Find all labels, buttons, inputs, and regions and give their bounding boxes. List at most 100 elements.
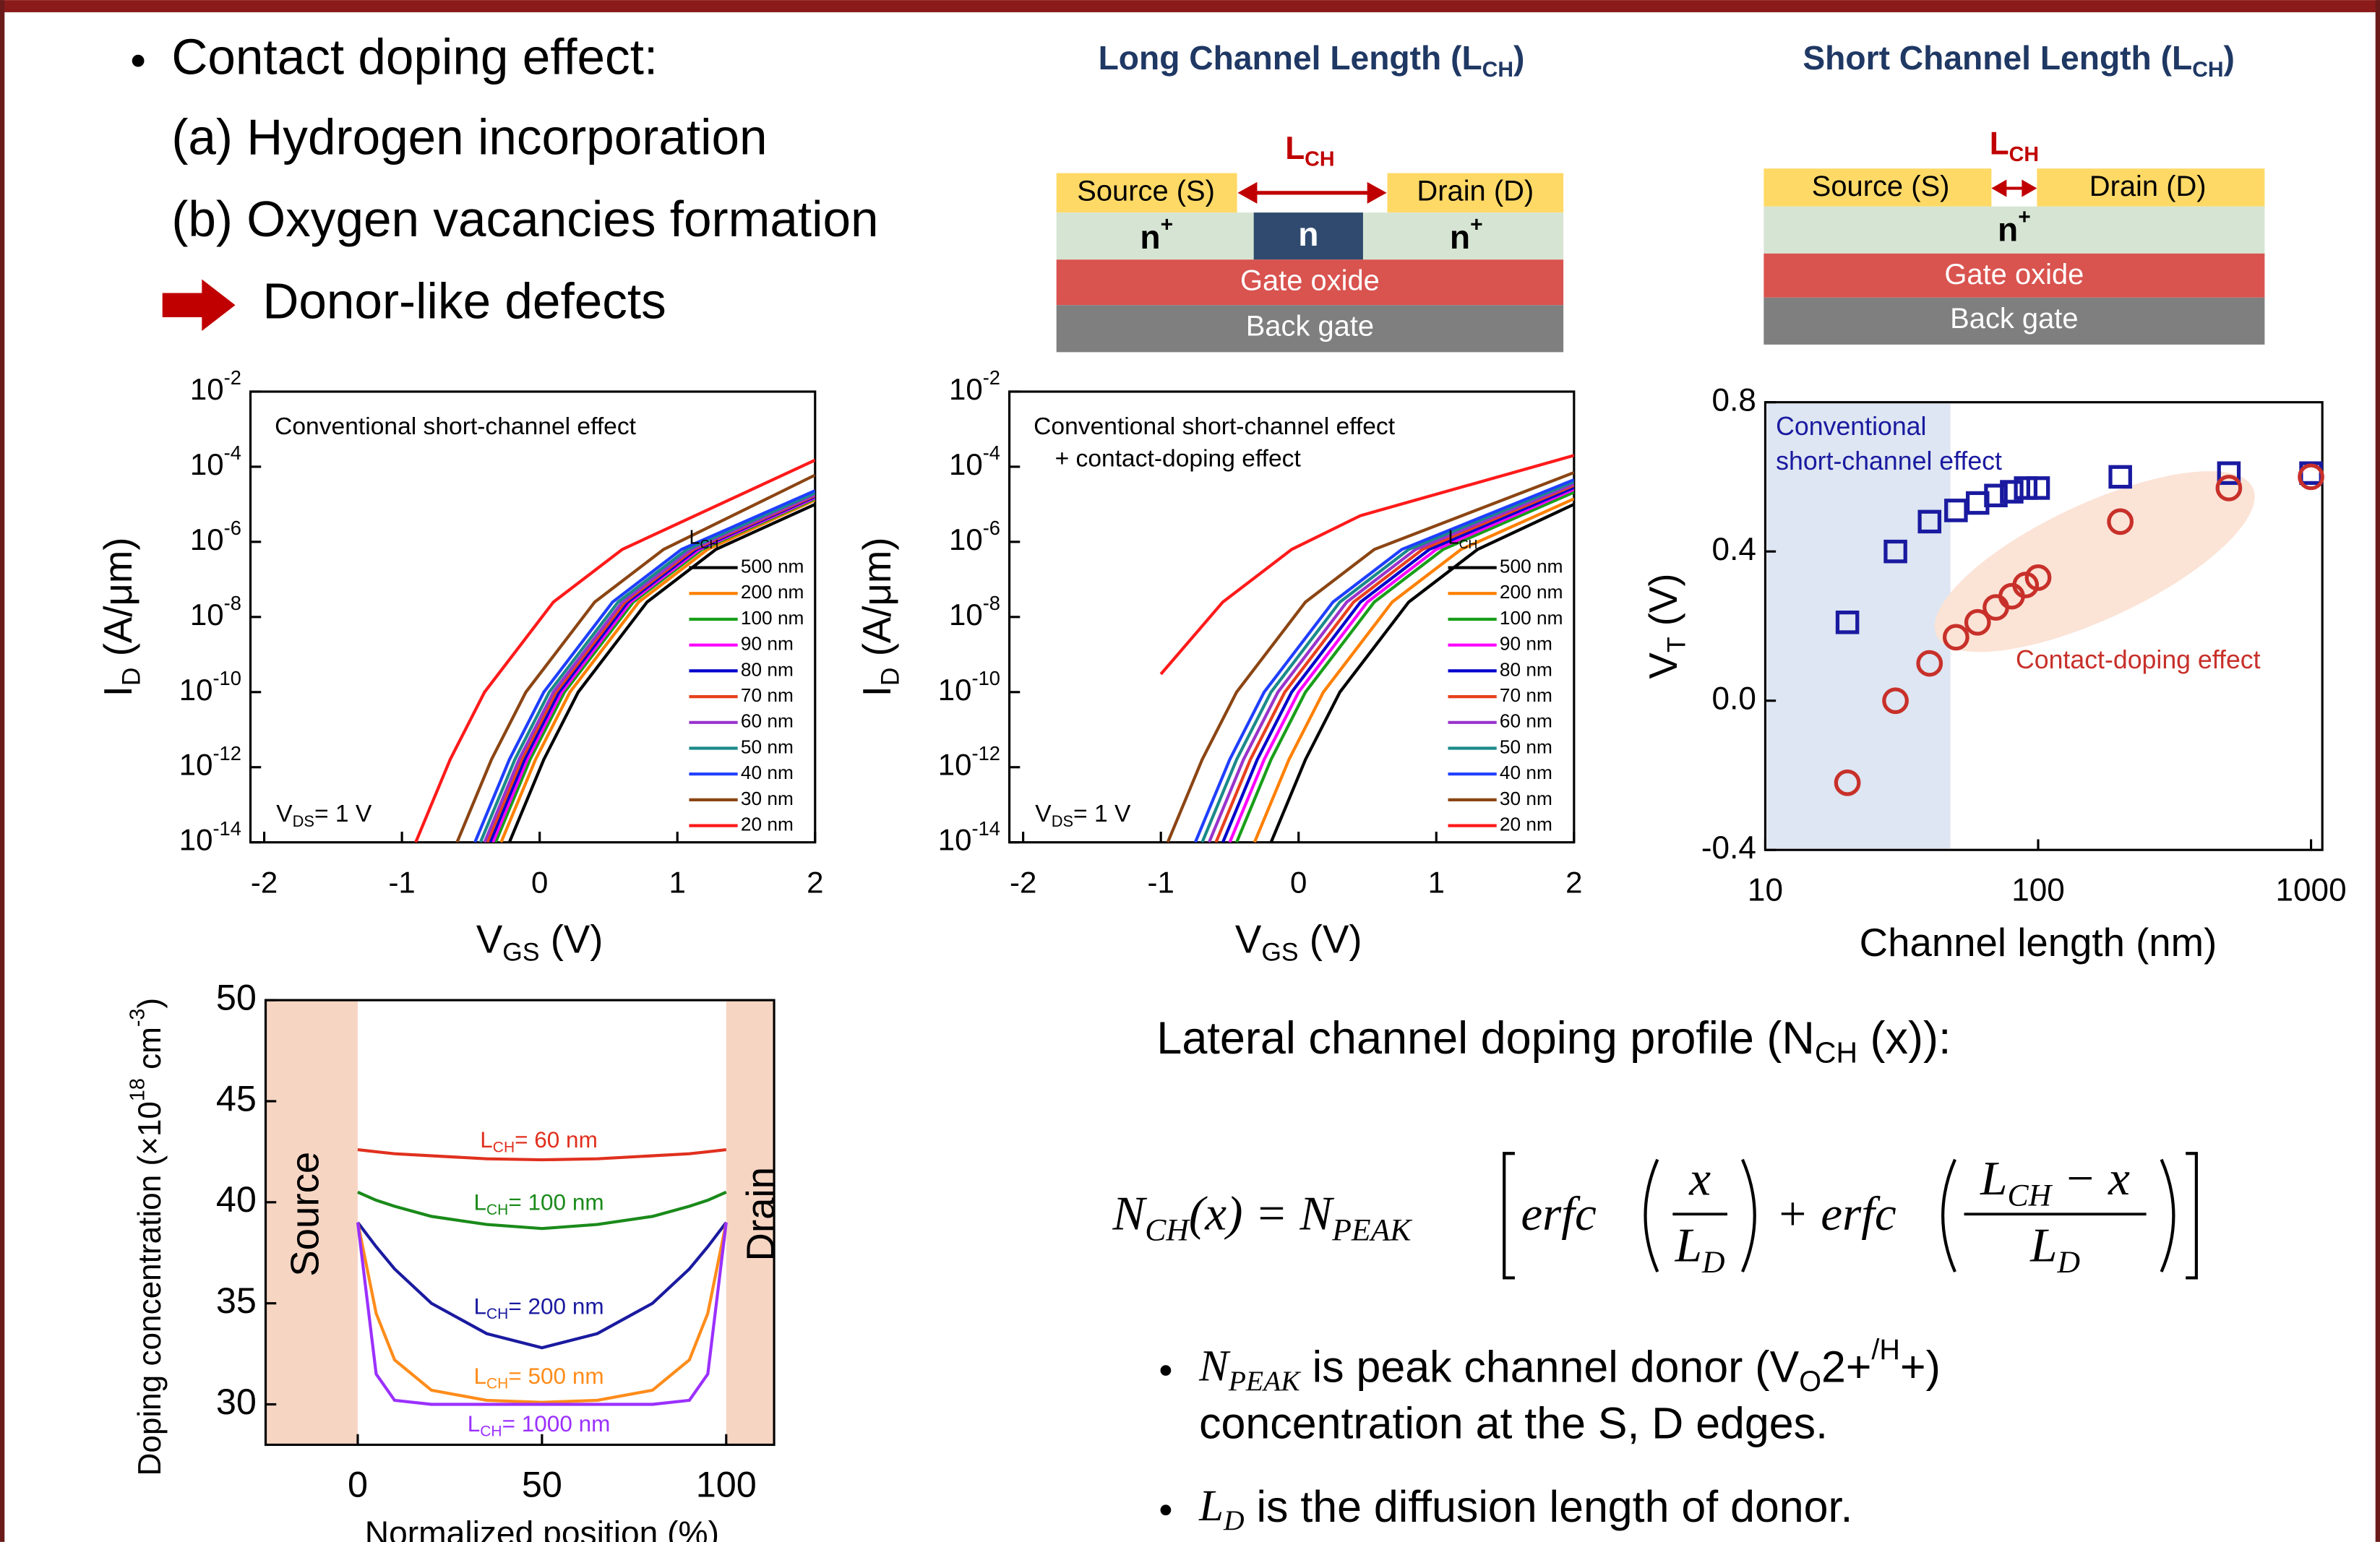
text-part: = 500 nm xyxy=(508,1363,603,1389)
text-part: D xyxy=(117,667,146,686)
text-part: = 1000 nm xyxy=(502,1410,611,1437)
x-tick-label: 100 xyxy=(2011,873,2065,908)
text-part: V xyxy=(276,801,293,827)
x-tick-label: 1 xyxy=(669,866,686,900)
y-tick-label: 50 xyxy=(216,976,257,1017)
y-tick-label: 0.4 xyxy=(1712,532,1756,567)
text-part: (A/μm) xyxy=(96,537,140,667)
drain-label: Drain (D) xyxy=(2089,171,2207,202)
equation-part: x xyxy=(1688,1152,1711,1206)
text-part: CH xyxy=(486,1375,508,1392)
y-tick-label: 0.0 xyxy=(1712,681,1756,716)
text-part: 10 xyxy=(949,522,983,556)
bullet xyxy=(132,55,145,67)
text-part: 2+ xyxy=(1821,1343,1871,1392)
text-part: 10 xyxy=(938,823,972,857)
legend-label: 40 nm xyxy=(1500,762,1552,783)
bullet xyxy=(1161,1504,1172,1515)
text-part: PEAK xyxy=(1331,1213,1412,1248)
plot-subtitle: + contact-doping effect xyxy=(1055,445,1302,472)
text-part: 10 xyxy=(949,372,983,406)
x-tick-label: -2 xyxy=(251,866,278,900)
text-part: ) xyxy=(1926,1343,1941,1392)
text-part: (x) = xyxy=(1189,1186,1300,1241)
text-part: -14 xyxy=(972,817,1000,840)
text-part: − x xyxy=(2051,1152,2130,1206)
region-label: Drain xyxy=(739,1167,783,1261)
text-part: CH xyxy=(2009,143,2039,166)
text-part: CH xyxy=(493,1139,515,1155)
region-label: Source xyxy=(283,1152,327,1277)
text-part: 10 xyxy=(190,522,224,556)
text-part: N xyxy=(1198,1343,1231,1391)
note-text: LD is the diffusion length of donor. xyxy=(1198,1482,1852,1536)
diagram-title: Long Channel Length (LCH) xyxy=(1099,39,1525,82)
annotation: short-channel effect xyxy=(1776,447,2002,475)
text-part: = 100 nm xyxy=(508,1189,603,1215)
legend-label: 60 nm xyxy=(741,710,794,732)
x-tick-label: 1 xyxy=(1428,866,1445,900)
text-part: 10 xyxy=(179,823,213,857)
text-part: (x)): xyxy=(1857,1012,1951,1063)
text-part: n xyxy=(1998,211,2018,249)
source-label: Source (S) xyxy=(1812,171,1950,202)
text-part: = 200 nm xyxy=(508,1293,603,1319)
text-part: N xyxy=(1112,1186,1147,1241)
text-part: D xyxy=(1701,1245,1725,1280)
annotation: Conventional xyxy=(1776,412,1926,441)
gate-label: Back gate xyxy=(1950,303,2078,335)
text-part: GS xyxy=(502,938,539,967)
text-part: CH xyxy=(1145,1213,1190,1248)
annotation: VDS= 1 V xyxy=(1035,801,1131,830)
plot-title: Conventional short-channel effect xyxy=(275,413,637,440)
x-tick-label: 2 xyxy=(807,866,823,900)
legend-label: 90 nm xyxy=(741,633,794,655)
text-part: -2 xyxy=(224,366,241,389)
text-part: CH xyxy=(486,1202,508,1218)
text-part: + xyxy=(1900,1343,1926,1392)
text-part: -10 xyxy=(212,667,241,689)
slide: Contact doping effect:(a) Hydrogen incor… xyxy=(0,0,2380,1542)
text-part: L xyxy=(2029,1218,2057,1272)
text-part: is the diffusion length of donor. xyxy=(1245,1482,1853,1531)
doping-label: n xyxy=(1298,215,1318,253)
text-part: D xyxy=(1223,1504,1245,1536)
text-part: L xyxy=(1990,126,2009,161)
text-part: CH xyxy=(486,1306,508,1322)
text-part: -14 xyxy=(212,817,241,840)
text-part: is peak channel donor (V xyxy=(1300,1343,1800,1392)
text-part: -4 xyxy=(983,442,1000,464)
text-part: ) xyxy=(1513,39,1524,77)
text-part: L xyxy=(1980,1152,2007,1206)
note-text: NPEAK is peak channel donor (VO2+/H+) xyxy=(1198,1334,1941,1397)
text-part: 10 xyxy=(938,748,972,782)
text-part: = 1 V xyxy=(314,801,372,827)
top-bar xyxy=(0,0,2380,12)
x-tick-label: -1 xyxy=(1148,866,1174,900)
text-part: V xyxy=(1235,918,1262,962)
text-part: Short Channel Length (L xyxy=(1803,39,2192,77)
note-text: concentration at the S, D edges. xyxy=(1199,1398,1828,1447)
legend-label: 200 nm xyxy=(741,581,804,603)
text-part: L xyxy=(1198,1482,1224,1530)
text-part: 10 xyxy=(949,447,983,481)
text-part: -3 xyxy=(126,1009,149,1027)
text-part: 10 xyxy=(190,598,224,632)
x-tick-label: 0 xyxy=(1290,866,1307,900)
text-part: -8 xyxy=(224,592,241,614)
text-part: (V) xyxy=(1299,918,1362,962)
legend-label: 50 nm xyxy=(1500,736,1552,757)
bullet-text: (b) Oxygen vacancies formation xyxy=(171,191,878,247)
y-tick-label: 45 xyxy=(216,1077,257,1119)
text-part: L xyxy=(480,1127,493,1153)
bullet xyxy=(1161,1365,1172,1376)
text-part: -8 xyxy=(983,592,1000,614)
drain-label: Drain (D) xyxy=(1417,175,1534,207)
text-part: Lateral channel doping profile (N xyxy=(1156,1012,1815,1063)
legend-label: 80 nm xyxy=(1500,658,1552,680)
legend-label: 90 nm xyxy=(1500,633,1552,655)
text-part: 10 xyxy=(938,673,972,707)
text-part: D xyxy=(2056,1245,2080,1280)
gate-label: Back gate xyxy=(1246,310,1374,342)
oxide-label: Gate oxide xyxy=(1944,259,2084,290)
